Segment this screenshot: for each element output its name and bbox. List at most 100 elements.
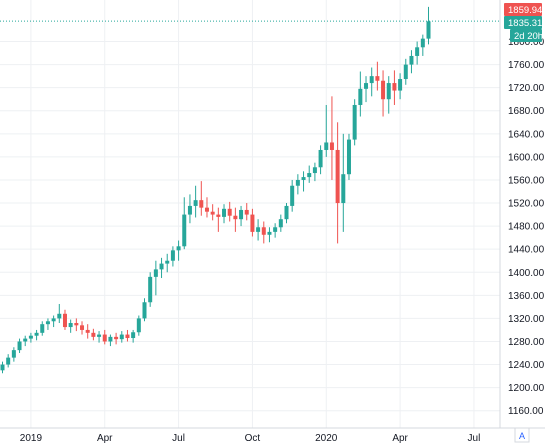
candle-up [153, 260, 158, 296]
candle-up [312, 162, 317, 182]
candle-up [415, 41, 420, 65]
candle-up [398, 73, 403, 100]
candle-up [278, 214, 283, 232]
candle-down [216, 207, 221, 232]
candle-body [227, 208, 232, 216]
price-tick-label: 1160.00 [508, 406, 544, 417]
candle-up [165, 253, 170, 273]
candle-body [307, 173, 312, 178]
candle-up [23, 335, 28, 347]
candle-body [148, 276, 153, 303]
candle-body [244, 209, 249, 215]
candle-body [40, 324, 45, 333]
candle-body [239, 209, 244, 220]
candle-body [204, 207, 209, 212]
high-price-label: 1859.94 [508, 5, 542, 16]
candle-body [176, 246, 181, 251]
candle-down [125, 329, 130, 342]
candle-up [51, 315, 56, 328]
candle-up [364, 76, 369, 103]
candle-body [426, 21, 431, 39]
candle-body [233, 215, 238, 220]
candle-up [301, 171, 306, 192]
candle-up [284, 203, 289, 224]
candle-body [210, 211, 215, 215]
candle-body [45, 321, 50, 325]
candle-body [108, 336, 113, 342]
candle-body [256, 227, 261, 232]
candle-up [307, 165, 312, 183]
candle-up [176, 240, 181, 261]
countdown-badge: 2d 20h [510, 29, 543, 42]
candle-up [28, 332, 33, 343]
candle-up [34, 329, 39, 341]
candle-up [222, 204, 227, 224]
price-axis[interactable]: 1160.00 1200.00 1240.00 1280.00 1320.00 1360.… [508, 37, 545, 417]
candle-up [182, 197, 187, 250]
candle-body [346, 139, 351, 175]
candle-body [216, 214, 221, 217]
candle-body [403, 64, 408, 80]
candle-up [295, 174, 300, 195]
candle-up [0, 361, 5, 374]
candle-up [119, 331, 124, 343]
price-tick-label: 1200.00 [508, 383, 545, 394]
candle-up [40, 321, 45, 336]
candle-body [301, 177, 306, 180]
price-tick-label: 1520.00 [508, 199, 545, 210]
candle-down [233, 207, 238, 232]
candle-up [256, 219, 261, 241]
candle-down [199, 181, 204, 216]
candle-up [45, 318, 50, 330]
candle-up [324, 104, 329, 157]
candle-up [239, 205, 244, 227]
candle-down [381, 70, 386, 117]
candle-down [210, 204, 215, 221]
candle-up [97, 331, 102, 343]
candle-down [261, 221, 266, 244]
candle-body [375, 76, 380, 81]
price-tick-label: 1640.00 [508, 129, 545, 140]
candle-up [273, 223, 278, 238]
candle-up [159, 257, 164, 279]
candle-body [170, 250, 175, 261]
last-price-badge: 1835.31 [504, 16, 542, 29]
candle-body [318, 149, 323, 168]
candle-up [409, 50, 414, 74]
price-tick-label: 1280.00 [508, 337, 545, 348]
candle-down [80, 321, 85, 335]
candle-body [369, 76, 374, 84]
candle-body [329, 142, 334, 150]
candle-up [68, 319, 73, 333]
candle-body [250, 214, 255, 232]
auto-scale-button[interactable]: A [514, 427, 530, 443]
candle-body [28, 335, 33, 339]
candle-body [381, 80, 386, 100]
price-tick-label: 1560.00 [508, 175, 545, 186]
candle-body [267, 231, 272, 235]
price-tick-label: 1240.00 [508, 360, 545, 371]
candle-body [80, 325, 85, 330]
candle-body [136, 318, 141, 333]
candle-down [392, 70, 397, 105]
candle-body [335, 149, 340, 204]
candle-up [341, 133, 346, 232]
candle-up [403, 58, 408, 85]
candle-body [119, 334, 124, 340]
countdown-label: 2d 20h [514, 31, 543, 42]
candle-down [114, 332, 119, 345]
candle-up [170, 246, 175, 267]
candle-body [102, 334, 107, 342]
candle-body [153, 269, 158, 277]
candle-up [136, 315, 141, 336]
candle-body [352, 104, 357, 140]
time-axis[interactable]: 2019 Apr Jul Oct 2020 Apr Jul [20, 433, 481, 444]
candle-body [85, 329, 90, 333]
candle-down [74, 318, 79, 332]
candle-up [131, 329, 136, 343]
candle-body [34, 332, 39, 336]
candle-up [358, 71, 363, 117]
price-tick-label: 1800.00 [508, 37, 545, 48]
